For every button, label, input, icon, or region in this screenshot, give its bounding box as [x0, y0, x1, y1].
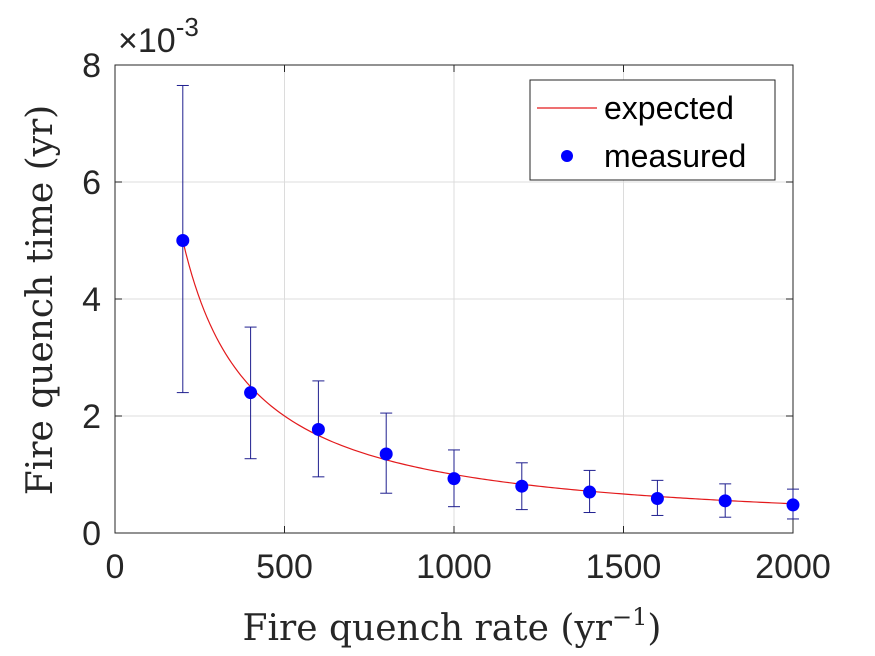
- measured-point: [718, 494, 732, 508]
- measured-point: [583, 485, 597, 499]
- legend-measured-swatch: [561, 150, 573, 162]
- measured-point: [786, 498, 800, 512]
- measured-point-group: [447, 449, 461, 508]
- legend-box: [529, 79, 776, 181]
- measured-point: [447, 472, 461, 486]
- y-multiplier: ×10-3: [118, 12, 199, 60]
- plot-area: [176, 84, 800, 520]
- expected-curve: [182, 240, 794, 505]
- measured-point-group: [379, 412, 393, 494]
- measured-point-group: [650, 479, 664, 516]
- x-tick-label: 0: [106, 548, 125, 586]
- legend-measured-label: measured: [604, 138, 746, 174]
- measured-point-group: [244, 326, 258, 460]
- x-tick-label: 2000: [755, 548, 831, 586]
- measured-point-group: [176, 84, 190, 394]
- measured-point-group: [583, 469, 597, 514]
- ticks: 0 500 1000 1500 2000 0 2 4 6 8: [82, 47, 831, 586]
- y-tick-label: 6: [82, 164, 101, 202]
- measured-point-group: [515, 462, 529, 511]
- measured-point: [379, 447, 393, 461]
- measured-point: [176, 234, 190, 247]
- x-axis-label: Fire quench rate (yr−1): [243, 603, 662, 649]
- measured-point: [650, 491, 664, 505]
- y-tick-label: 2: [82, 398, 101, 436]
- measured-point-group: [311, 380, 325, 478]
- legend: expected measured: [529, 79, 776, 181]
- measured-point: [244, 386, 258, 400]
- y-axis-label: Fire quench time (yr): [20, 105, 61, 495]
- measured-point-group: [718, 483, 732, 518]
- measured-point: [311, 422, 325, 436]
- measured-point-group: [786, 488, 800, 520]
- x-tick-label: 500: [256, 548, 313, 586]
- y-tick-label: 8: [82, 47, 101, 85]
- y-tick-label: 0: [82, 515, 101, 553]
- y-tick-label: 4: [82, 281, 101, 319]
- legend-expected-label: expected: [604, 90, 734, 126]
- measured-point: [515, 479, 529, 493]
- x-tick-label: 1000: [416, 548, 492, 586]
- x-tick-label: 1500: [586, 548, 662, 586]
